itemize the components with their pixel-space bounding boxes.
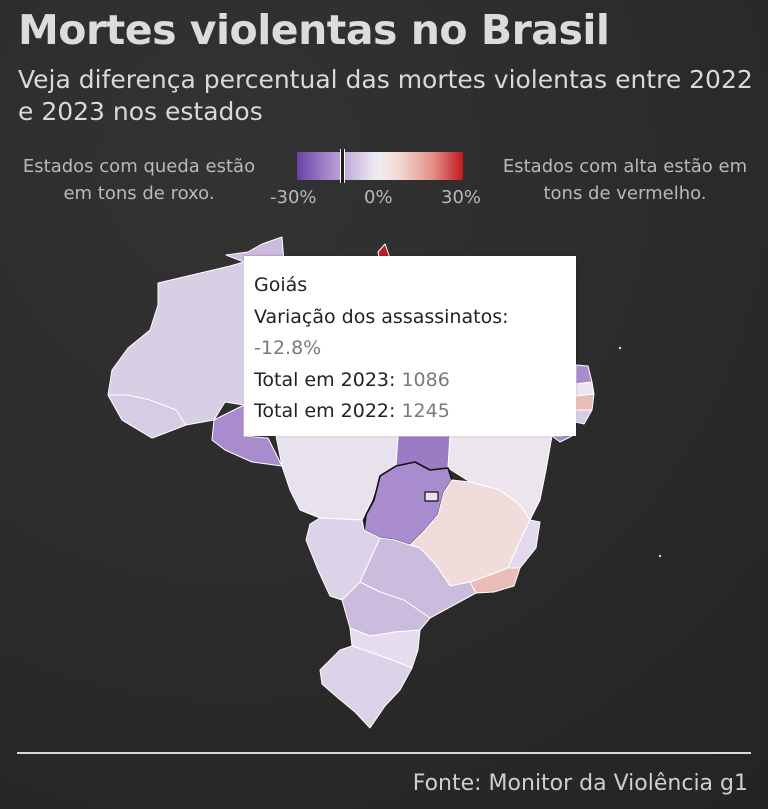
- legend-left-text: Estados com queda estão em tons de roxo.: [22, 156, 256, 204]
- tooltip-total-2023-value: 1086: [401, 368, 450, 391]
- tooltip-variation-value: -12.8%: [254, 337, 322, 359]
- legend-color-scale: [297, 152, 463, 180]
- state-rio-grande-do-sul[interactable]: [319, 645, 413, 729]
- state-distrito-federal[interactable]: [424, 491, 439, 502]
- island-dot: [618, 346, 622, 350]
- tooltip-total-2022-label: Total em 2022:: [254, 400, 396, 422]
- tooltip-state-name: Goiás: [254, 274, 308, 296]
- legend-value-marker: [340, 149, 345, 183]
- footer-divider: [17, 752, 751, 754]
- island-dot: [658, 554, 662, 558]
- source-credit: Fonte: Monitor da Violência g1: [412, 771, 748, 796]
- tooltip-total-2022-value: 1245: [401, 400, 450, 422]
- state-rio-grande-do-norte[interactable]: [575, 364, 593, 385]
- legend-tick-min: -30%: [270, 187, 317, 207]
- legend-tick-mid: 0%: [364, 187, 393, 207]
- legend-right-text: Estados com alta estão em tons de vermel…: [502, 156, 748, 204]
- tooltip-variation-label: Variação dos assassinatos:: [254, 305, 509, 328]
- state-alagoas[interactable]: [575, 409, 593, 425]
- state-rio-de-janeiro[interactable]: [469, 567, 521, 594]
- state-pernambuco[interactable]: [575, 393, 595, 411]
- legend-tick-max: 30%: [441, 187, 482, 207]
- page-subtitle: Veja diferença percentual das mortes vio…: [18, 65, 753, 126]
- page-title: Mortes violentas no Brasil: [18, 6, 610, 54]
- state-tooltip: Goiás Variação dos assassinatos: -12.8% …: [244, 256, 576, 436]
- state-acre[interactable]: [107, 394, 187, 439]
- tooltip-total-2023-label: Total em 2023:: [254, 368, 396, 391]
